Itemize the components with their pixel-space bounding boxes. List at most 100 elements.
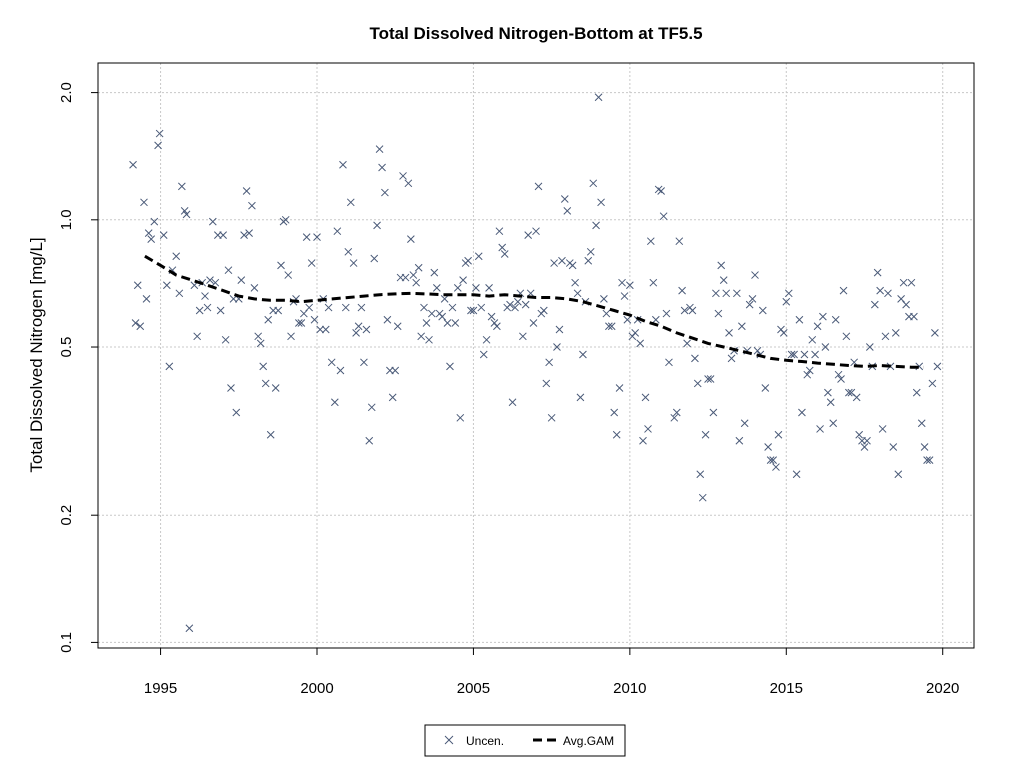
data-point <box>250 284 259 292</box>
data-point <box>829 419 838 428</box>
data-point <box>560 195 569 203</box>
data-point <box>381 188 389 197</box>
data-point <box>500 250 509 258</box>
data-point <box>612 430 621 439</box>
data-point <box>683 339 691 348</box>
data-point <box>631 329 640 337</box>
data-point <box>453 284 462 292</box>
data-point <box>894 470 903 479</box>
data-point <box>897 295 905 303</box>
data-point <box>819 312 827 321</box>
data-point <box>680 306 689 315</box>
data-point <box>425 335 433 344</box>
legend-label-uncen: Uncen. <box>466 734 504 748</box>
data-point <box>600 295 608 303</box>
data-point <box>907 278 916 287</box>
data-point <box>261 379 270 388</box>
y-tick-label: 0.5 <box>58 337 75 358</box>
data-point <box>753 346 762 355</box>
data-point <box>824 388 832 397</box>
data-point <box>490 319 499 327</box>
data-point <box>881 332 890 341</box>
data-point <box>662 309 671 318</box>
data-point <box>487 312 496 321</box>
data-point <box>277 261 285 270</box>
data-point <box>216 306 225 315</box>
data-point <box>529 319 538 327</box>
data-point <box>521 300 530 309</box>
data-point <box>618 278 626 287</box>
data-point <box>539 306 548 315</box>
data-point <box>584 256 593 265</box>
data-point <box>404 179 413 188</box>
data-point <box>297 319 306 327</box>
data-point <box>800 350 809 359</box>
data-point <box>133 281 142 290</box>
data-point <box>873 268 882 277</box>
data-point <box>459 276 467 284</box>
data-point <box>928 379 937 388</box>
legend-x-icon <box>444 735 454 745</box>
data-point <box>305 303 314 312</box>
data-point <box>722 289 731 298</box>
data-point <box>373 221 381 230</box>
data-point <box>659 212 668 221</box>
x-tick-label: 2020 <box>926 680 959 697</box>
data-point <box>140 198 148 207</box>
data-point <box>221 335 230 344</box>
data-point <box>792 470 801 479</box>
data-point <box>571 278 579 287</box>
data-point <box>782 297 791 306</box>
data-point <box>672 408 681 417</box>
data-point <box>876 286 884 295</box>
data-point <box>440 295 449 303</box>
data-point <box>349 259 358 267</box>
data-point <box>826 398 835 407</box>
data-point <box>733 289 741 298</box>
legend-label-gam: Avg.GAM <box>563 734 614 748</box>
data-point <box>383 315 392 324</box>
data-point <box>610 408 619 417</box>
data-point <box>324 303 333 312</box>
data-point <box>482 335 491 344</box>
data-point <box>401 273 410 282</box>
legend-box <box>424 724 626 757</box>
data-point <box>602 309 611 318</box>
data-point <box>284 271 293 279</box>
data-point <box>870 300 879 309</box>
data-point <box>266 430 275 439</box>
y-axis-label: Total Dissolved Nitrogen [mg/L] <box>27 237 46 472</box>
data-point <box>665 358 673 367</box>
data-point <box>427 309 436 318</box>
data-point <box>432 284 441 292</box>
data-point <box>766 456 775 464</box>
data-point <box>693 379 702 388</box>
data-point <box>751 271 759 279</box>
data-point <box>129 160 137 169</box>
data-point <box>920 443 929 451</box>
data-point <box>443 319 452 327</box>
data-point <box>891 329 900 337</box>
data-point <box>193 332 202 341</box>
data-point <box>553 343 561 351</box>
data-point <box>696 470 705 479</box>
data-point <box>576 393 585 402</box>
data-point <box>592 221 600 230</box>
data-point <box>357 303 366 312</box>
data-point <box>594 93 603 102</box>
data-point <box>605 322 613 331</box>
data-point <box>865 343 874 351</box>
data-point <box>805 366 814 375</box>
data-point <box>479 350 488 359</box>
uncen-points <box>129 93 942 633</box>
x-tick-label: 2015 <box>770 680 803 697</box>
x-tick-label: 2005 <box>457 680 490 697</box>
data-point <box>758 306 767 315</box>
data-point <box>131 319 140 327</box>
data-point <box>451 319 460 327</box>
data-point <box>933 362 942 371</box>
data-point <box>735 436 744 445</box>
data-point <box>281 215 290 224</box>
data-point <box>310 315 319 324</box>
